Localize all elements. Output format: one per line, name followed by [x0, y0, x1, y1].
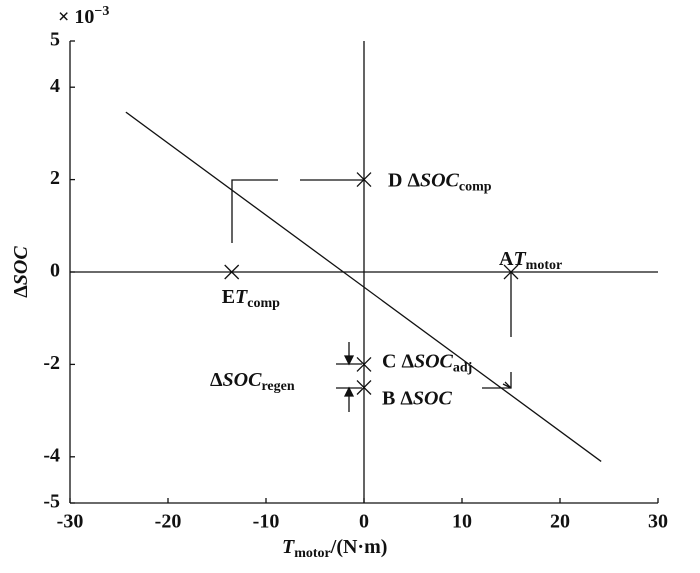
x-tick-label: 30 — [648, 511, 668, 533]
point-marker — [356, 172, 372, 188]
annotation-sub: comp — [459, 180, 492, 195]
series-line — [125, 111, 602, 462]
annotation-italic: SOC — [414, 350, 454, 372]
y-tick-label: 0 — [50, 260, 60, 282]
y-tick-label: 2 — [50, 167, 60, 189]
x-tick-label: -10 — [253, 511, 280, 533]
x-tick-label: -20 — [155, 511, 182, 533]
annotation-label: C ΔSOCadj — [382, 350, 472, 376]
annotation-italic: T — [235, 286, 248, 308]
annotation-italic: T — [513, 248, 526, 270]
x-tick-label: 0 — [359, 511, 369, 533]
y-axis-label: ΔSOC — [10, 246, 32, 298]
y-tick-label: -4 — [43, 444, 60, 466]
annotation-sub: motor — [526, 258, 563, 273]
annotation-italic: SOC — [420, 169, 460, 191]
regen-label: ΔSOCregen — [210, 369, 295, 395]
annotation-italic: SOC — [413, 387, 453, 409]
annotation-prefix: E — [222, 286, 235, 308]
annotation-sub: comp — [247, 296, 280, 311]
annotation-prefix: A — [499, 248, 514, 270]
annotation-label: ETcomp — [222, 286, 280, 312]
point-marker — [356, 356, 372, 372]
point-marker — [503, 264, 519, 280]
annotation-prefix: C Δ — [382, 350, 414, 372]
x-tick-label: 20 — [550, 511, 570, 533]
y-tick-label: 5 — [50, 29, 60, 51]
x-axis-label: Tmotor/(N·m) — [282, 536, 387, 562]
y-scale-label: × 10−3 — [58, 4, 109, 27]
point-marker — [356, 380, 372, 395]
guide-lines — [231, 179, 512, 412]
annotation-sub: adj — [453, 361, 472, 376]
annotation-label: ATmotor — [499, 248, 562, 274]
y-tick-label: -5 — [43, 491, 60, 513]
annotation-label: D ΔSOCcomp — [388, 169, 492, 195]
x-tick-label: 10 — [452, 511, 472, 533]
y-tick-label: 4 — [50, 75, 60, 97]
annotation-prefix: D Δ — [388, 169, 420, 191]
annotation-label: B ΔSOC — [382, 387, 452, 409]
x-tick-label: -30 — [57, 511, 84, 533]
y-tick-label: -2 — [43, 352, 60, 374]
annotation-prefix: B Δ — [382, 387, 413, 409]
point-marker — [224, 264, 240, 280]
